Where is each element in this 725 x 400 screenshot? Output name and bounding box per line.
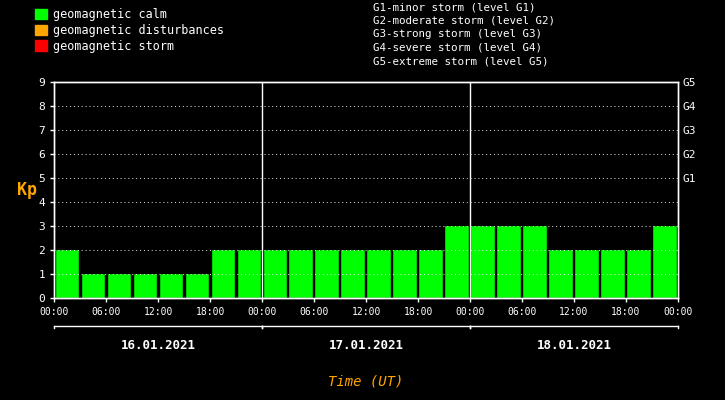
Bar [575, 250, 599, 298]
Bar [394, 250, 417, 298]
Bar [56, 250, 79, 298]
Text: 18.01.2021: 18.01.2021 [536, 339, 611, 352]
Bar [497, 226, 521, 298]
Bar [653, 226, 676, 298]
Bar [186, 274, 209, 298]
Text: 17.01.2021: 17.01.2021 [328, 339, 404, 352]
Legend: geomagnetic calm, geomagnetic disturbances, geomagnetic storm: geomagnetic calm, geomagnetic disturbanc… [35, 8, 223, 53]
Text: Time (UT): Time (UT) [328, 375, 404, 389]
Bar [341, 250, 365, 298]
Text: G1-minor storm (level G1)
G2-moderate storm (level G2)
G3-strong storm (level G3: G1-minor storm (level G1) G2-moderate st… [373, 2, 555, 66]
Bar [82, 274, 105, 298]
Y-axis label: Kp: Kp [17, 181, 38, 199]
Bar [315, 250, 339, 298]
Bar [107, 274, 131, 298]
Text: 16.01.2021: 16.01.2021 [121, 339, 196, 352]
Bar [601, 250, 625, 298]
Bar [523, 226, 547, 298]
Bar [160, 274, 183, 298]
Bar [238, 250, 261, 298]
Bar [133, 274, 157, 298]
Bar [627, 250, 650, 298]
Bar [368, 250, 391, 298]
Bar [289, 250, 313, 298]
Bar [445, 226, 469, 298]
Bar [212, 250, 235, 298]
Bar [550, 250, 573, 298]
Bar [419, 250, 443, 298]
Bar [471, 226, 494, 298]
Bar [263, 250, 287, 298]
